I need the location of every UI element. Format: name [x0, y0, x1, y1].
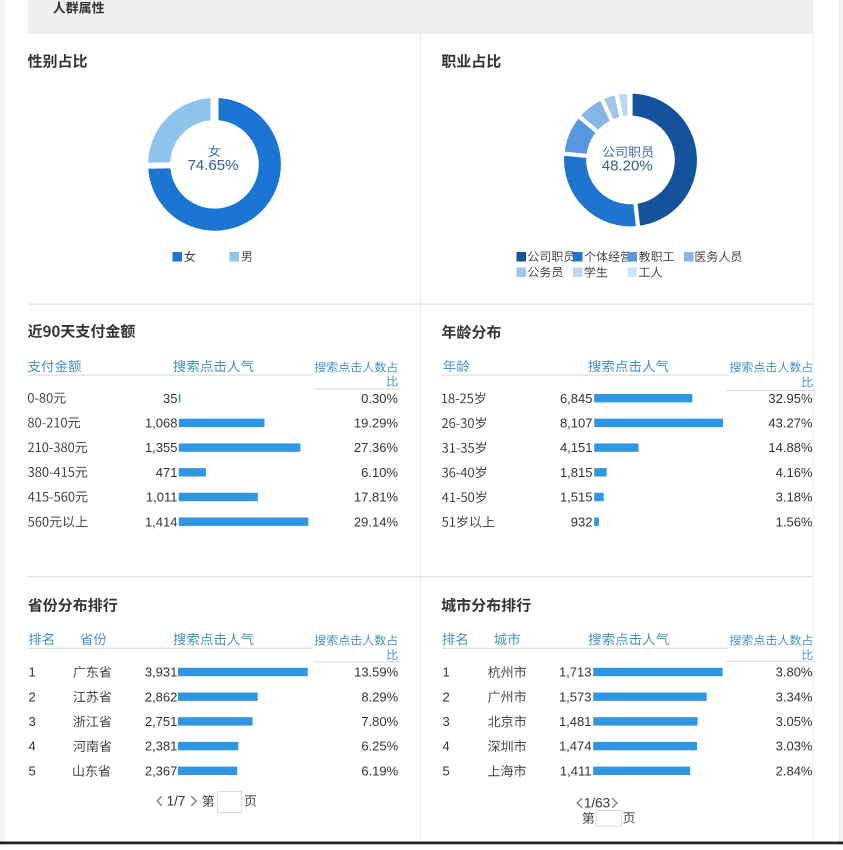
svg-text:4,151: 4,151 — [560, 440, 593, 455]
svg-text:1,815: 1,815 — [560, 465, 593, 480]
svg-text:5: 5 — [443, 763, 450, 778]
svg-text:1,573: 1,573 — [559, 689, 592, 704]
svg-text:1/7: 1/7 — [167, 794, 186, 809]
svg-text:1: 1 — [29, 665, 36, 680]
svg-text:3: 3 — [29, 714, 36, 729]
svg-text:1,713: 1,713 — [559, 665, 592, 680]
svg-text:5: 5 — [29, 763, 36, 778]
svg-text:1,411: 1,411 — [560, 763, 592, 778]
svg-text:3.05%: 3.05% — [776, 714, 813, 729]
svg-text:1,515: 1,515 — [560, 490, 593, 505]
svg-text:2,381: 2,381 — [145, 739, 178, 754]
svg-text:1,474: 1,474 — [559, 739, 592, 754]
svg-text:2: 2 — [443, 689, 450, 704]
svg-text:8.29%: 8.29% — [361, 689, 398, 704]
svg-text:6.19%: 6.19% — [361, 763, 398, 778]
svg-text:48.20%: 48.20% — [602, 158, 653, 175]
svg-text:13.59%: 13.59% — [354, 665, 399, 680]
svg-text:3.18%: 3.18% — [776, 490, 813, 505]
svg-text:0.30%: 0.30% — [361, 391, 398, 406]
svg-text:1,481: 1,481 — [559, 714, 592, 729]
svg-text:2: 2 — [29, 689, 36, 704]
svg-text:3.34%: 3.34% — [776, 689, 813, 704]
svg-text:27.36%: 27.36% — [354, 440, 399, 455]
svg-text:1,414: 1,414 — [145, 514, 178, 529]
svg-text:3.03%: 3.03% — [776, 739, 813, 754]
svg-text:1.56%: 1.56% — [776, 514, 813, 529]
svg-text:29.14%: 29.14% — [354, 514, 399, 529]
svg-text:43.27%: 43.27% — [768, 416, 813, 431]
svg-text:2,367: 2,367 — [145, 763, 178, 778]
svg-text:1,355: 1,355 — [145, 440, 178, 455]
svg-text:1,068: 1,068 — [145, 416, 178, 431]
svg-text:4.16%: 4.16% — [776, 465, 813, 480]
svg-text:471: 471 — [156, 465, 178, 480]
svg-text:1,011: 1,011 — [146, 490, 178, 505]
svg-text:3.80%: 3.80% — [776, 665, 813, 680]
svg-text:32.95%: 32.95% — [768, 391, 813, 406]
svg-text:2.84%: 2.84% — [776, 763, 813, 778]
svg-text:2,751: 2,751 — [145, 714, 178, 729]
svg-text:3,931: 3,931 — [145, 665, 178, 680]
svg-text:19.29%: 19.29% — [354, 416, 399, 431]
svg-text:35: 35 — [163, 391, 177, 406]
svg-text:1: 1 — [443, 665, 450, 680]
svg-text:8,107: 8,107 — [560, 416, 593, 431]
svg-text:4: 4 — [29, 739, 36, 754]
svg-text:3: 3 — [443, 714, 450, 729]
svg-text:4: 4 — [443, 739, 450, 754]
svg-text:6.10%: 6.10% — [361, 465, 398, 480]
svg-text:932: 932 — [571, 514, 593, 529]
svg-text:6.25%: 6.25% — [361, 739, 398, 754]
svg-text:74.65%: 74.65% — [188, 157, 239, 174]
svg-text:6,845: 6,845 — [560, 391, 593, 406]
svg-text:7.80%: 7.80% — [361, 714, 398, 729]
svg-text:2,862: 2,862 — [145, 689, 178, 704]
svg-text:1/63: 1/63 — [584, 796, 610, 811]
svg-text:14.88%: 14.88% — [768, 440, 813, 455]
svg-text:17.81%: 17.81% — [354, 490, 399, 505]
